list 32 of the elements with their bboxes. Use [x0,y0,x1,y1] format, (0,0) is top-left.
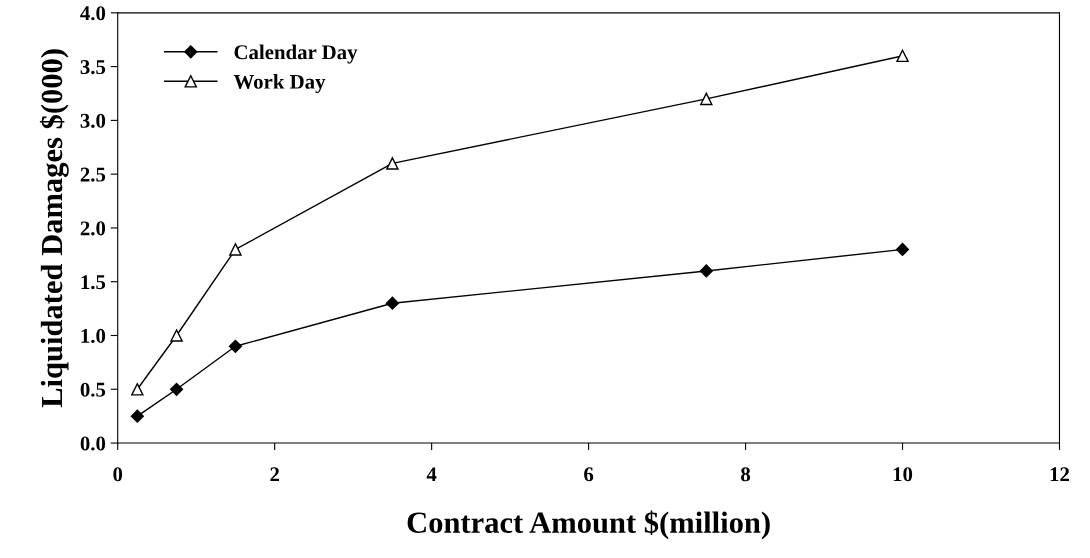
point [228,339,243,353]
point [896,49,909,63]
legend-label: Calendar Day [234,44,358,64]
x-axis-title: Contract Amount $(million) [407,510,770,540]
x-tick-label: 10 [893,467,913,482]
point [229,243,242,256]
y-tick-label: 2.0 [80,221,106,236]
y-tick-label: 3.5 [80,60,106,75]
y-tick-label: 2.5 [80,167,106,182]
y-tick-label: 4.0 [80,6,106,21]
point [385,296,399,310]
x-tick-label: 12 [1050,467,1069,482]
y-tick-label: 3.0 [80,113,106,128]
legend-label: Work Day [233,74,326,94]
x-tick-label: 8 [741,467,751,482]
point [699,264,713,278]
point [169,382,184,396]
point [895,242,910,257]
y-tick-label: 0.5 [80,382,106,397]
x-tick-label: 0 [113,467,123,482]
point [386,157,399,170]
point [700,92,713,106]
x-tick-label: 2 [270,467,279,482]
y-tick-label: 1.0 [81,328,106,344]
x-tick-label: 4 [426,467,437,482]
x-tick-label: 6 [584,467,594,482]
point [131,383,144,396]
y-axis-title: Liquidated Damages $(000) [39,49,69,408]
point [170,329,183,342]
point [130,409,144,423]
y-tick-label: 1.5 [81,275,106,290]
y-tick-label: 0.0 [80,436,106,451]
